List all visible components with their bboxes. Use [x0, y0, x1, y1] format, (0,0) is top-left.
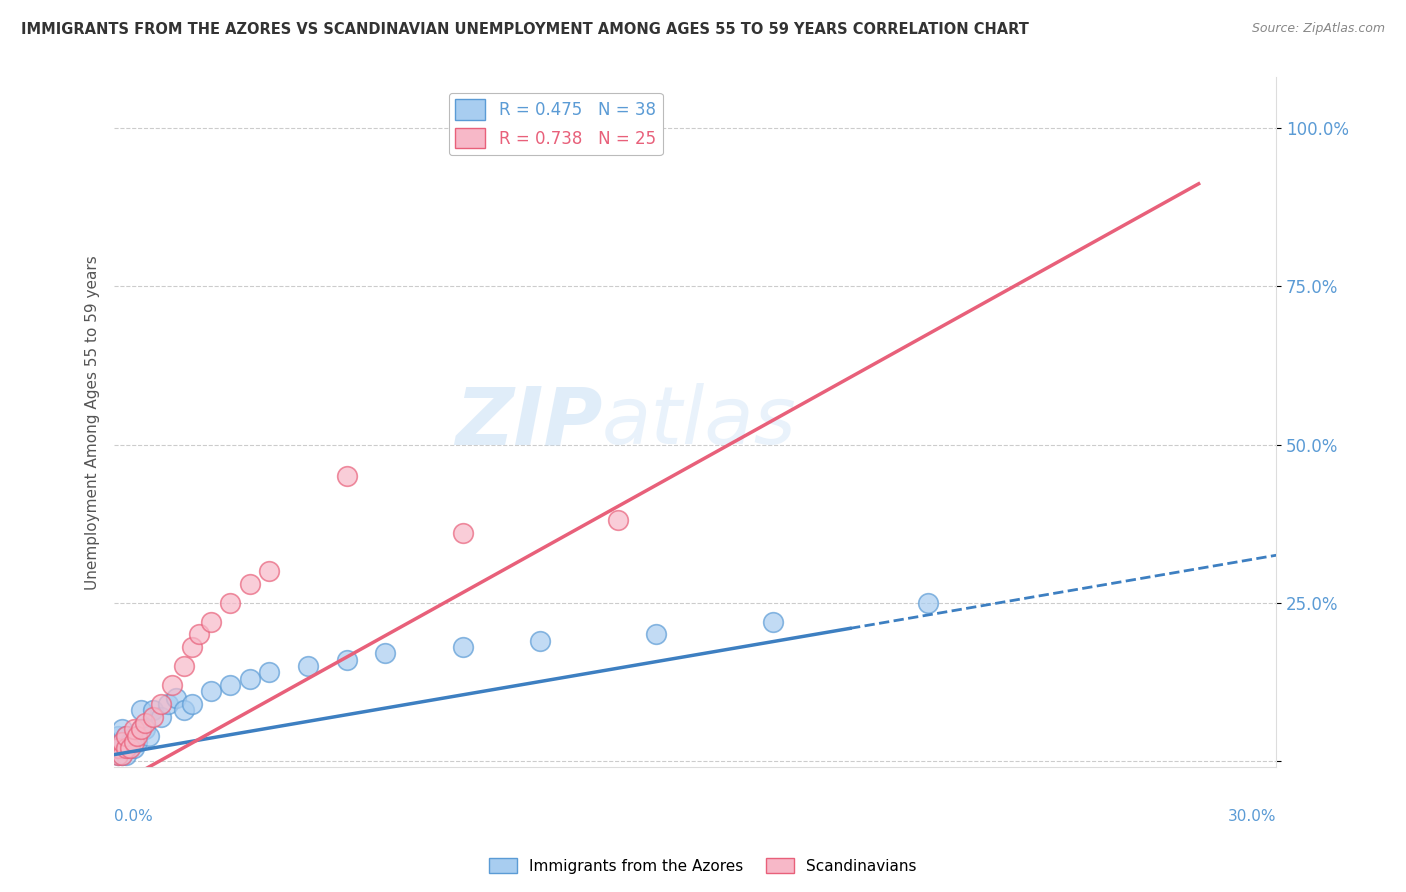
Point [200, 615, 222, 629]
Point [762, 615, 785, 629]
Point [138, 729, 160, 743]
Point [149, 709, 172, 723]
Point [157, 697, 180, 711]
Point [107, 741, 129, 756]
Point [114, 729, 136, 743]
Point [173, 659, 195, 673]
Point [107, 729, 129, 743]
Point [180, 697, 202, 711]
Point [297, 659, 319, 673]
Point [180, 640, 202, 654]
Point [451, 526, 474, 541]
Point [111, 735, 134, 749]
Point [118, 741, 141, 756]
Point [142, 703, 165, 717]
Text: Source: ZipAtlas.com: Source: ZipAtlas.com [1251, 22, 1385, 36]
Point [129, 723, 152, 737]
Point [114, 729, 136, 743]
Point [118, 741, 141, 756]
Point [134, 716, 156, 731]
Point [122, 735, 145, 749]
Point [374, 646, 396, 660]
Point [111, 747, 134, 762]
Point [917, 596, 939, 610]
Point [257, 564, 280, 578]
Point [335, 653, 357, 667]
Legend: Immigrants from the Azores, Scandinavians: Immigrants from the Azores, Scandinavian… [484, 852, 922, 880]
Point [239, 672, 262, 686]
Point [107, 747, 129, 762]
Point [219, 678, 242, 692]
Point [134, 723, 156, 737]
Point [107, 735, 129, 749]
Point [122, 741, 145, 756]
Point [606, 513, 628, 527]
Point [257, 665, 280, 680]
Y-axis label: Unemployment Among Ages 55 to 59 years: Unemployment Among Ages 55 to 59 years [86, 255, 100, 590]
Text: 30.0%: 30.0% [1227, 809, 1277, 823]
Point [122, 729, 145, 743]
Point [114, 741, 136, 756]
Point [111, 723, 134, 737]
Point [149, 697, 172, 711]
Point [173, 703, 195, 717]
Legend: R = 0.475   N = 38, R = 0.738   N = 25: R = 0.475 N = 38, R = 0.738 N = 25 [449, 93, 662, 155]
Point [127, 735, 149, 749]
Point [239, 576, 262, 591]
Point [335, 469, 357, 483]
Point [645, 627, 668, 641]
Text: atlas: atlas [602, 384, 797, 461]
Point [111, 735, 134, 749]
Point [111, 747, 134, 762]
Point [127, 729, 149, 743]
Point [122, 723, 145, 737]
Text: IMMIGRANTS FROM THE AZORES VS SCANDINAVIAN UNEMPLOYMENT AMONG AGES 55 TO 59 YEAR: IMMIGRANTS FROM THE AZORES VS SCANDINAVI… [21, 22, 1029, 37]
Point [107, 747, 129, 762]
Point [529, 633, 551, 648]
Point [114, 747, 136, 762]
Point [188, 627, 211, 641]
Point [129, 723, 152, 737]
Point [165, 690, 187, 705]
Point [200, 684, 222, 698]
Point [107, 741, 129, 756]
Point [118, 735, 141, 749]
Point [142, 709, 165, 723]
Point [451, 640, 474, 654]
Text: 0.0%: 0.0% [114, 809, 153, 823]
Point [111, 741, 134, 756]
Point [162, 678, 184, 692]
Text: ZIP: ZIP [454, 384, 602, 461]
Point [129, 703, 152, 717]
Point [114, 741, 136, 756]
Point [219, 596, 242, 610]
